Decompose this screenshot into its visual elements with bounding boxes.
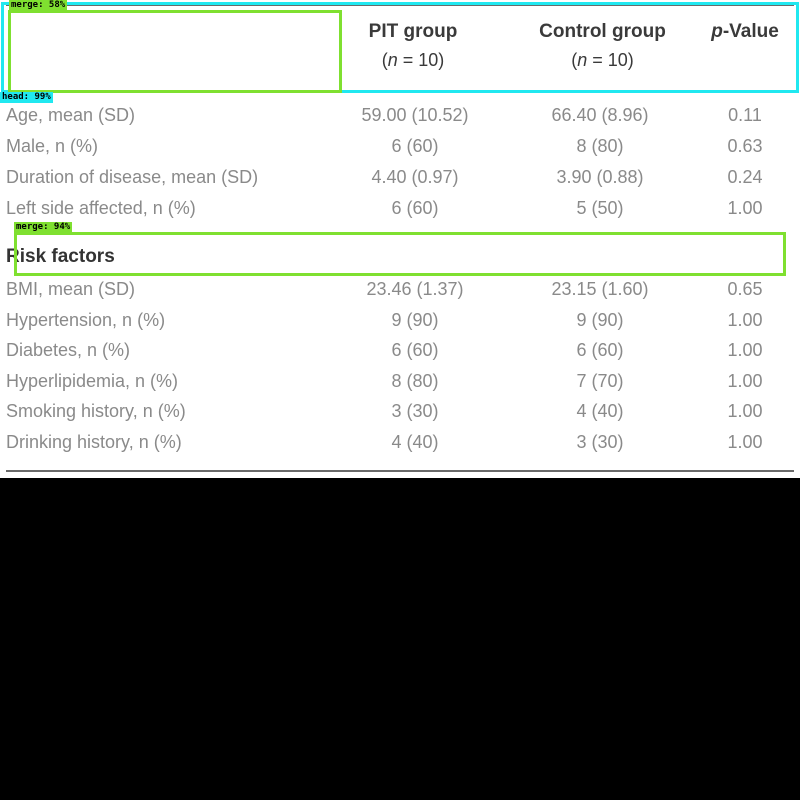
cell-label: Left side affected, n (%) <box>6 198 196 218</box>
annotation-box-merge-header <box>8 10 342 93</box>
table-top-rule <box>6 4 794 6</box>
cell-control: 7 (70) <box>576 370 624 391</box>
cell-p: 0.24 <box>727 167 763 187</box>
cell-p: 1.00 <box>727 401 763 422</box>
table-row: Hyperlipidemia, n (%) 8 (80) 7 (70) 1.00 <box>0 366 800 396</box>
header-pit-n: (n = 10) <box>381 50 445 70</box>
header-pvalue: p-Value <box>711 21 779 42</box>
cell-control: 8 (80) <box>576 136 624 156</box>
cell-label: Hypertension, n (%) <box>6 309 166 330</box>
cell-pit: 59.00 (10.52) <box>361 105 469 125</box>
cell-p: 1.00 <box>727 432 763 452</box>
cell-label: Hyperlipidemia, n (%) <box>6 370 179 391</box>
cell-label: Male, n (%) <box>6 136 99 156</box>
cell-pit: 4 (40) <box>391 432 439 452</box>
cell-label: Drinking history, n (%) <box>6 432 182 452</box>
cell-control: 3.90 (0.88) <box>556 167 644 187</box>
table-row: Smoking history, n (%) 3 (30) 4 (40) 1.00 <box>0 396 800 426</box>
annotation-box-head <box>1 2 799 93</box>
table-bottom-rule <box>6 470 794 472</box>
cell-pit: 6 (60) <box>391 136 439 156</box>
cell-control: 23.15 (1.60) <box>551 279 649 299</box>
annotation-tag: merge: 58% <box>9 0 68 11</box>
section-title-risk-factors: Risk factors <box>6 246 115 267</box>
cell-label: Duration of disease, mean (SD) <box>6 167 259 187</box>
cell-p: 0.63 <box>727 136 763 156</box>
table-row: Diabetes, n (%) 6 (60) 6 (60) 1.00 <box>0 335 800 365</box>
cell-p: 0.11 <box>728 105 762 125</box>
cell-control: 4 (40) <box>576 401 624 422</box>
header-control-title: Control group <box>539 21 666 42</box>
cell-label: BMI, mean (SD) <box>6 279 136 299</box>
annotation-tag: merge: 94% <box>14 222 73 233</box>
cell-label: Smoking history, n (%) <box>6 401 186 422</box>
table-row: Hypertension, n (%) 9 (90) 9 (90) 1.00 <box>0 305 800 335</box>
cell-label: Diabetes, n (%) <box>6 340 131 361</box>
table-row: Left side affected, n (%) 6 (60) 5 (50) 1.0… <box>0 193 800 223</box>
header-pit-title: PIT group <box>368 21 458 42</box>
table-row: BMI, mean (SD) 23.46 (1.37) 23.15 (1.60) 0.… <box>0 274 800 304</box>
annotation-box-merge-risk <box>14 232 786 276</box>
header-pit-group: PIT group (n = 10) <box>338 18 488 74</box>
table-page: PIT group (n = 10) Control group (n = 10… <box>0 0 800 478</box>
cell-control: 66.40 (8.96) <box>551 105 649 125</box>
cell-pit: 9 (90) <box>391 309 439 330</box>
cell-pit: 8 (80) <box>391 370 439 391</box>
cell-pit: 3 (30) <box>391 401 439 422</box>
cell-label: Age, mean (SD) <box>6 105 136 125</box>
table-row: Age, mean (SD) 59.00 (10.52) 66.40 (8.96) 0… <box>0 100 800 130</box>
cell-control: 5 (50) <box>576 198 624 218</box>
cell-pit: 4.40 (0.97) <box>371 167 459 187</box>
table-row: Drinking history, n (%) 4 (40) 3 (30) 1.00 <box>0 427 800 457</box>
cell-p: 1.00 <box>727 309 763 330</box>
cell-p: 1.00 <box>727 198 763 218</box>
cell-pit: 6 (60) <box>391 198 439 218</box>
cell-p: 0.65 <box>727 279 763 299</box>
annotation-tag: head: 99% <box>0 92 53 103</box>
cell-p: 1.00 <box>727 370 763 391</box>
cell-pit: 6 (60) <box>391 340 439 361</box>
header-control-n: (n = 10) <box>571 50 634 70</box>
cell-control: 3 (30) <box>576 432 624 452</box>
cell-p: 1.00 <box>727 340 763 361</box>
table-row: Male, n (%) 6 (60) 8 (80) 0.63 <box>0 131 800 161</box>
cell-control: 9 (90) <box>576 309 624 330</box>
header-control-group: Control group (n = 10) <box>520 18 685 74</box>
table-row: Duration of disease, mean (SD) 4.40 (0.97… <box>0 162 800 192</box>
cell-pit: 23.46 (1.37) <box>366 279 464 299</box>
cell-control: 6 (60) <box>576 340 624 361</box>
